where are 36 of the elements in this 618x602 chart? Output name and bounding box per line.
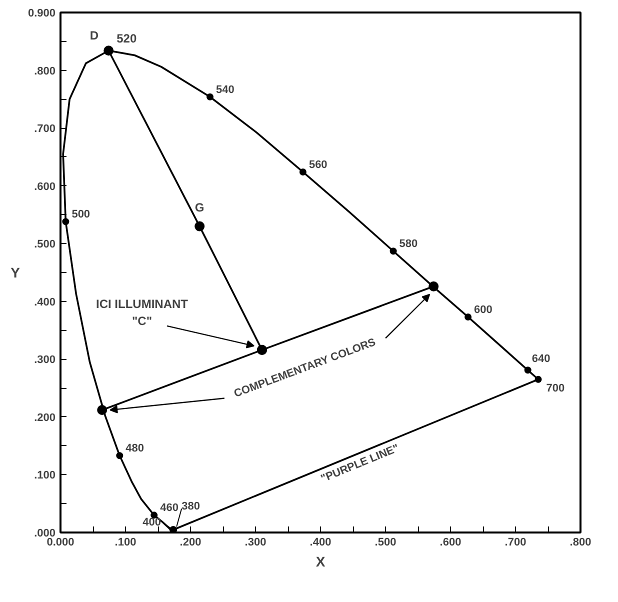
x-tick-label: .600 xyxy=(440,536,462,548)
annotation: 580 xyxy=(399,238,418,250)
x-tick-label: .300 xyxy=(244,536,266,548)
annotation: ICI ILLUMINANT "C" xyxy=(96,297,189,328)
y-tick-label: .600 xyxy=(34,180,56,193)
annotation: 700 xyxy=(546,382,565,394)
y-tick-label: .200 xyxy=(34,412,56,424)
y-tick-label: .000 xyxy=(34,528,56,540)
x-tick-label: 0.000 xyxy=(46,536,74,548)
y-tick-label: .400 xyxy=(34,296,56,308)
y-tick-label: 0.900 xyxy=(28,8,56,20)
x-axis-title: X xyxy=(316,554,326,570)
annotation: 540 xyxy=(216,84,234,96)
y-tick-label: .100 xyxy=(34,470,56,482)
x-tick-label: .200 xyxy=(180,536,202,548)
y-tick-label: .300 xyxy=(34,354,56,366)
annotation: 560 xyxy=(308,158,328,171)
annotation: 500 xyxy=(72,208,90,221)
y-tick-label: .700 xyxy=(34,123,56,136)
x-tick-label: .400 xyxy=(310,536,332,548)
annotation: 600 xyxy=(474,304,492,316)
x-tick-label: .500 xyxy=(374,536,396,548)
annotation: 400 xyxy=(142,516,161,529)
annotation: 460 xyxy=(160,502,178,514)
y-tick-label: .500 xyxy=(34,238,56,251)
annotation: D xyxy=(90,28,99,43)
y-tick-label: .800 xyxy=(34,65,56,78)
annotation: 380 xyxy=(182,500,200,513)
x-tick-label: .100 xyxy=(114,536,136,548)
y-axis-title: Y xyxy=(10,264,21,280)
x-tick-label: .700 xyxy=(504,536,526,548)
annotation: 520 xyxy=(116,32,137,46)
annotation: 640 xyxy=(532,353,550,366)
x-tick-label: .800 xyxy=(570,536,592,548)
annotation: G xyxy=(194,200,204,214)
annotation: 480 xyxy=(126,442,144,455)
